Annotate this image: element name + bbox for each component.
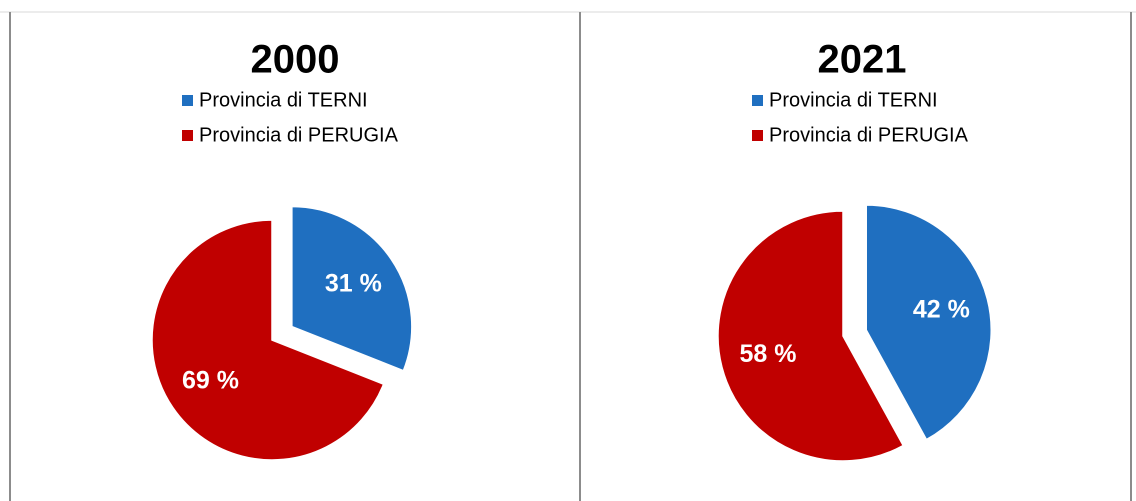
- data-label: 31 %: [325, 269, 382, 297]
- legend-label: Provincia di PERUGIA: [769, 124, 969, 146]
- pie-slice: [291, 205, 413, 372]
- legend-label: Provincia di PERUGIA: [199, 124, 399, 146]
- legend-marker: [752, 95, 763, 106]
- pie-slice: [151, 219, 385, 461]
- legend-label: Provincia di TERNI: [199, 89, 368, 111]
- pie-slice: [865, 204, 992, 441]
- legend-label: Provincia di TERNI: [769, 89, 938, 111]
- legend-marker: [182, 95, 193, 106]
- chart-title: 2000: [251, 38, 340, 82]
- legend-marker: [182, 130, 193, 141]
- chart-title: 2021: [818, 38, 907, 82]
- data-label: 69 %: [182, 366, 239, 394]
- data-label: 58 %: [739, 340, 796, 368]
- pie-slice: [717, 210, 905, 462]
- legend-marker: [752, 130, 763, 141]
- data-label: 42 %: [913, 295, 970, 323]
